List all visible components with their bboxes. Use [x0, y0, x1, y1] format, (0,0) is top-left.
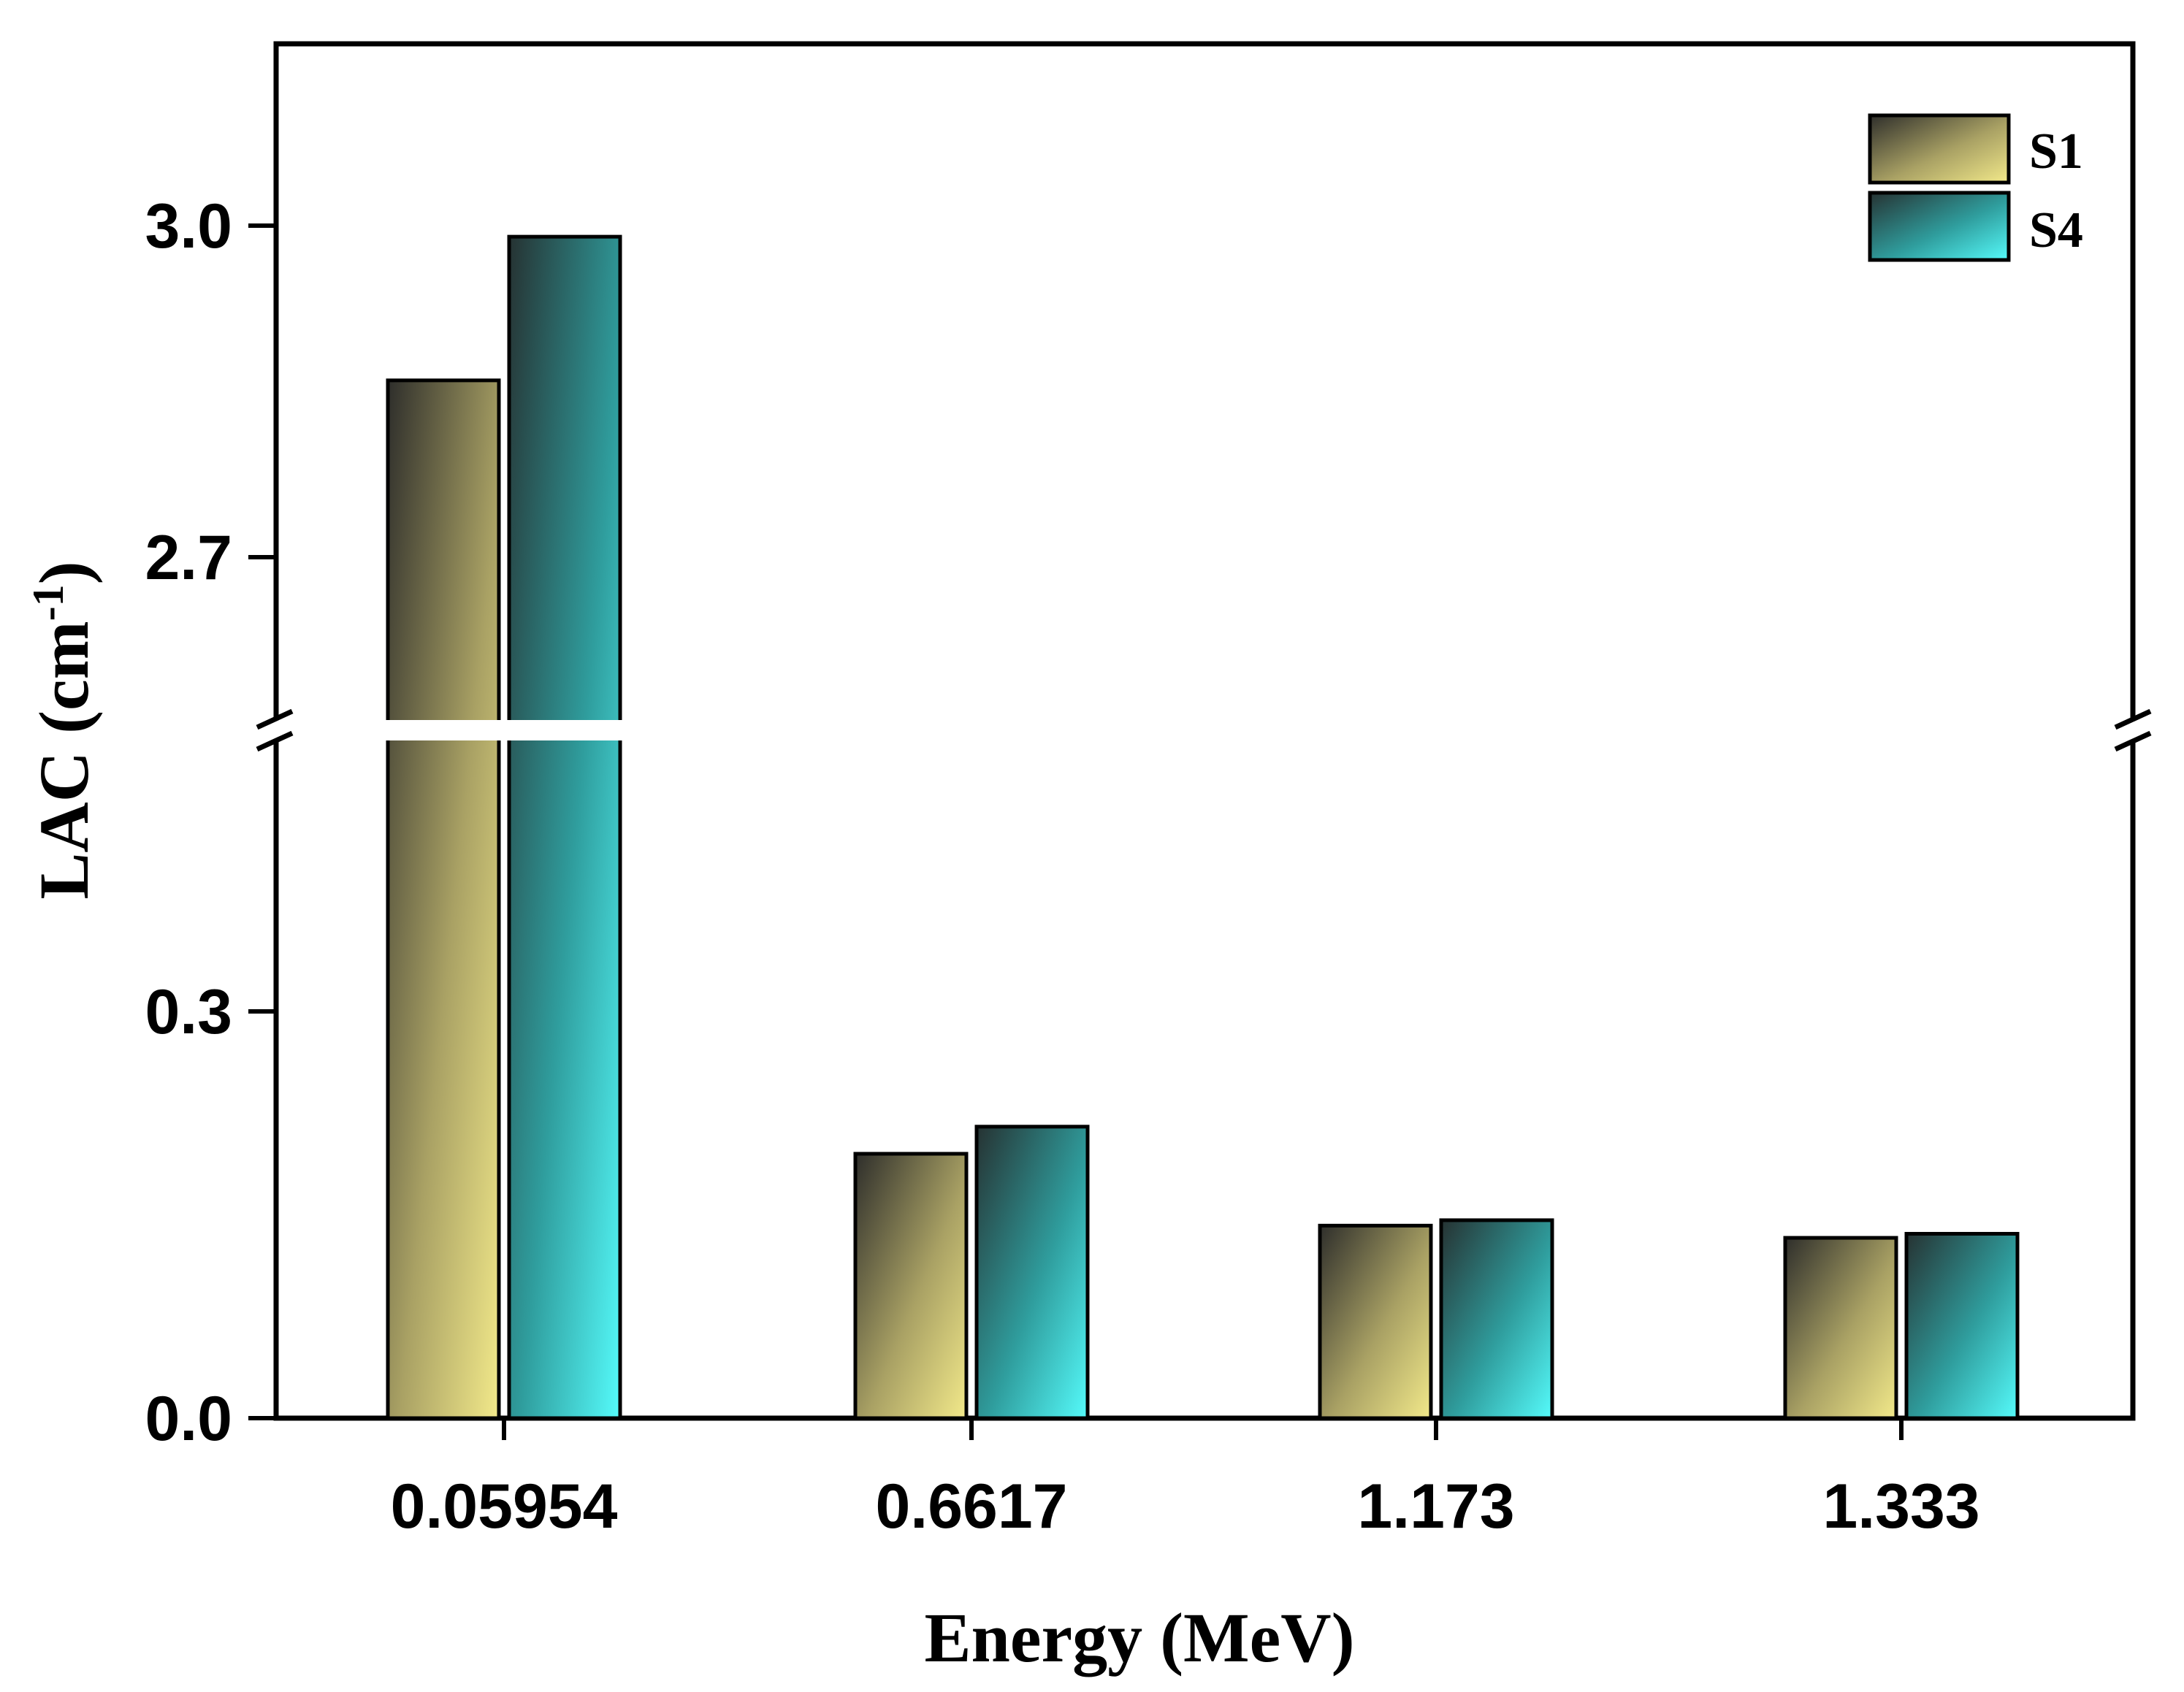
bars-group [386, 234, 2020, 1420]
x-tick-label-0.05954: 0.05954 [391, 1471, 618, 1542]
axis-break-gap [263, 720, 2151, 740]
legend-label-s1: S1 [2029, 123, 2083, 180]
y-axis-title-close: ) [25, 561, 103, 584]
y-axis-title: LAC (cm-1) [24, 561, 103, 899]
y-tick-label-2.7: 2.7 [145, 523, 232, 593]
y-axis-title-main: LAC (cm [25, 621, 103, 899]
legend: S1 S4 [1868, 113, 2083, 262]
bar-s4-1.173 [1439, 1218, 1554, 1420]
bar-s1-1.333 [1783, 1236, 1898, 1420]
bar-s4-1.333 [1904, 1231, 2020, 1420]
y-tick-label-0.3: 0.3 [145, 977, 232, 1047]
y-tick-label-3.0: 3.0 [145, 191, 232, 261]
x-tick-label-0.6617: 0.6617 [875, 1471, 1067, 1542]
bar-s1-0.05954 [386, 378, 501, 1420]
legend-swatch-s4 [1868, 191, 2011, 262]
bar-s4-0.05954 [507, 234, 622, 1420]
legend-swatch-s1 [1868, 113, 2011, 185]
y-axis-title-sup: -1 [24, 584, 72, 621]
x-axis-title: Energy (MeV) [924, 1599, 1354, 1677]
axis-break-marks [256, 708, 2152, 752]
y-tick-label-0.0: 0.0 [145, 1384, 232, 1454]
axis-ticks-group: 0.05954 0.6617 1.173 1.333 0.0 0.3 2.7 3.0 [145, 191, 1979, 1542]
bar-s4-0.6617 [974, 1125, 1090, 1420]
legend-label-s4: S4 [2029, 202, 2083, 259]
bar-s1-0.6617 [853, 1152, 969, 1420]
bar-s1-1.173 [1318, 1223, 1433, 1420]
x-tick-label-1.173: 1.173 [1357, 1471, 1514, 1542]
x-tick-label-1.333: 1.333 [1822, 1471, 1979, 1542]
